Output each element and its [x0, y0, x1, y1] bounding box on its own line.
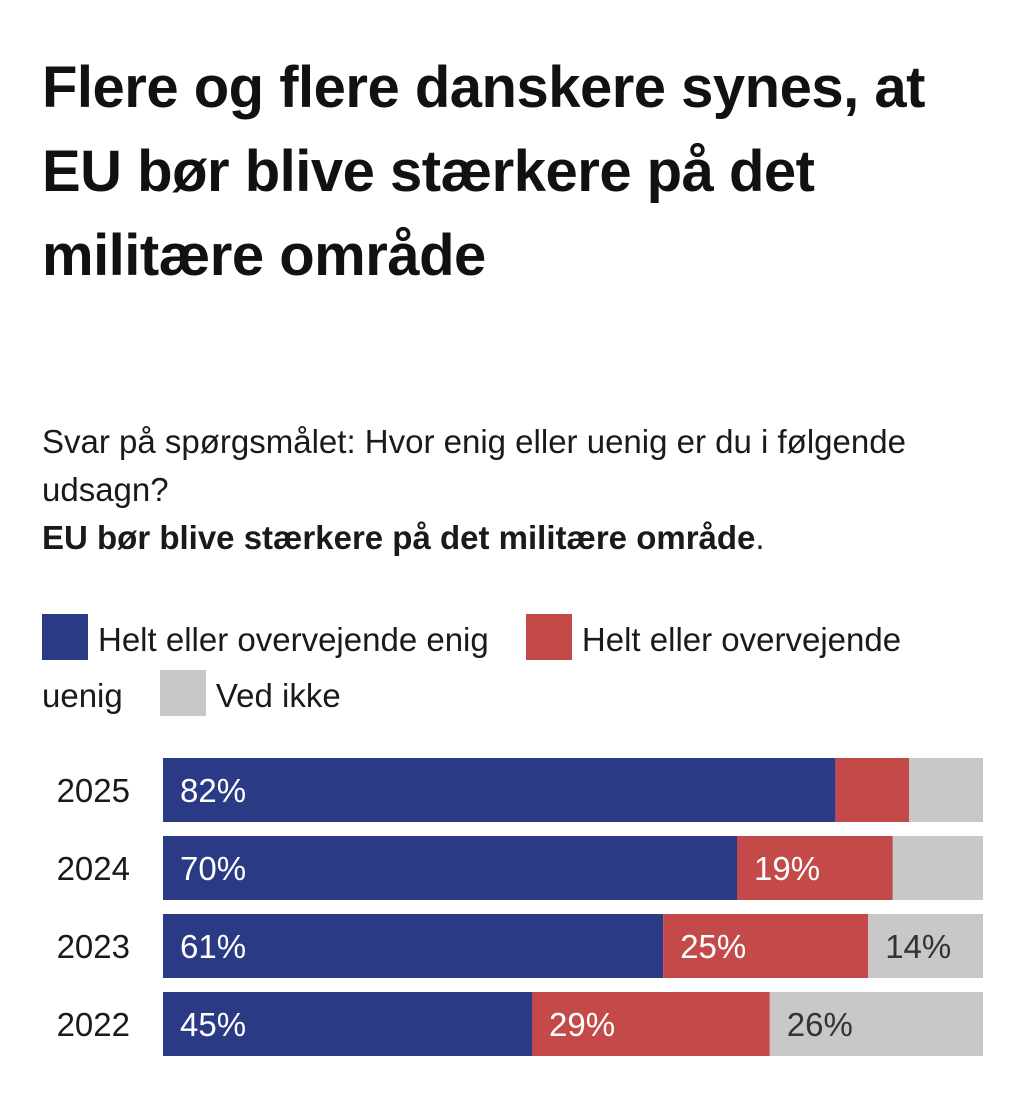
data-label-agree-2022: 45% — [180, 1006, 246, 1043]
category-label-2025: 2025 — [57, 772, 130, 809]
data-label-disagree-2024: 19% — [754, 850, 820, 887]
data-label-agree-2024: 70% — [180, 850, 246, 887]
bar-dont-know-2022 — [769, 992, 983, 1056]
subtitle-period: . — [755, 519, 765, 556]
bar-agree-2024 — [163, 836, 737, 900]
bar-dont-know-2024 — [892, 836, 983, 900]
legend-swatch-disagree — [525, 614, 572, 660]
bar-agree-2025 — [163, 758, 836, 822]
chart-title: Flere og flere danskere synes, at EU bør… — [42, 55, 925, 288]
legend-label-agree: Helt eller overvejende enig — [98, 621, 489, 658]
data-label-disagree-2023: 25% — [680, 928, 746, 965]
chart-subtitle: Svar på spørgsmålet: Hvor enig eller uen… — [42, 418, 982, 562]
legend-label-disagree: Helt eller overvejende uenig — [42, 621, 902, 714]
legend-item-agree: Helt eller overvejende enig — [42, 614, 489, 660]
subtitle-question: Svar på spørgsmålet: Hvor enig eller uen… — [42, 423, 906, 508]
data-label-dont-know-2023: 14% — [885, 928, 951, 965]
legend-item-dont-know: Ved ikke — [159, 670, 341, 716]
data-label-agree-2023: 61% — [180, 928, 246, 965]
bar-dont-know-2025 — [909, 758, 983, 822]
bar-disagree-2024 — [737, 836, 893, 900]
bar-disagree-2025 — [835, 758, 910, 822]
legend-label-dont-know: Ved ikke — [215, 677, 341, 714]
legend: Helt eller overvejende enig Helt eller o… — [42, 612, 982, 724]
legend-swatch-agree — [42, 614, 88, 660]
legend-item-disagree: Helt eller overvejende uenig — [42, 614, 902, 714]
category-label-2023: 2023 — [57, 928, 130, 965]
category-label-2024: 2024 — [57, 850, 130, 887]
data-label-agree-2025: 82% — [180, 772, 246, 809]
legend-swatch-dont-know — [159, 670, 206, 716]
data-label-disagree-2022: 29% — [549, 1006, 615, 1043]
category-label-2022: 2022 — [57, 1006, 130, 1043]
bar-dont-know-2023 — [868, 914, 983, 978]
bar-disagree-2023 — [663, 914, 869, 978]
data-label-dont-know-2022: 26% — [787, 1006, 853, 1043]
subtitle-statement: EU bør blive stærkere på det militære om… — [42, 519, 756, 556]
bar-disagree-2022 — [532, 992, 770, 1056]
bar-agree-2023 — [163, 914, 664, 978]
bar-agree-2022 — [163, 992, 532, 1056]
